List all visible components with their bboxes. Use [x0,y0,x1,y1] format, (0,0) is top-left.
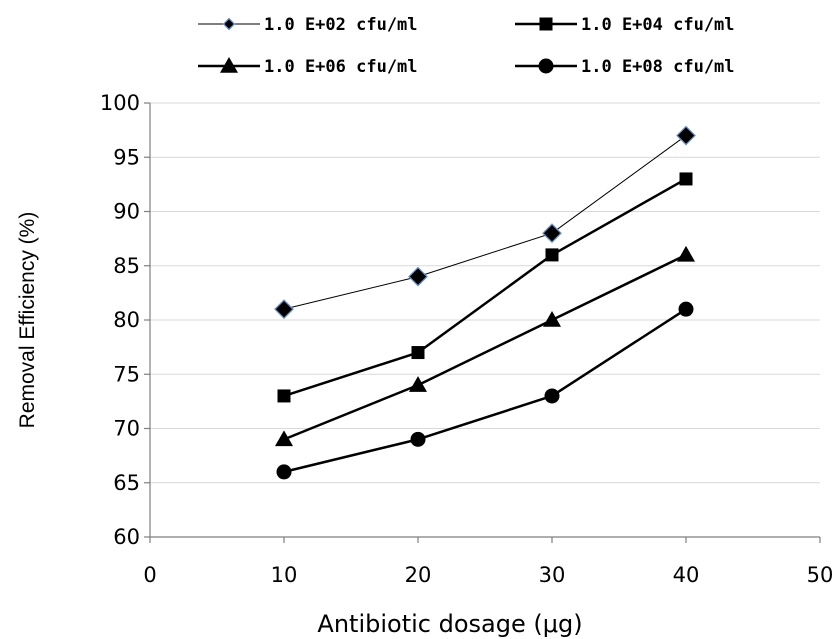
data-point-circle [678,301,694,317]
series-line [283,177,687,398]
data-point-triangle [543,311,561,327]
data-point-triangle [409,376,427,392]
series-line [283,135,687,310]
gridlines [150,102,820,484]
x-axis-title: Antibiotic dosage (μg) [317,610,582,638]
series-group [274,125,696,480]
legend-marker-diamond [222,17,236,31]
series-3 [275,245,695,447]
y-tick-label: 100 [100,91,140,115]
legend-item-4: 1.0 E+08 cfu/ml [515,57,735,77]
y-tick-label: 95 [113,145,140,169]
series-4 [276,301,694,480]
data-point-triangle [275,430,293,447]
legend: 1.0 E+02 cfu/ml 1.0 E+04 cfu/ml 1.0 E+06 c… [198,15,735,77]
y-tick-label: 70 [113,417,140,441]
data-point-square [545,248,559,262]
legend-item-3: 1.0 E+06 cfu/ml [198,57,418,77]
data-point-diamond [408,266,428,287]
series-line [283,308,687,474]
legend-label: 1.0 E+06 cfu/ml [264,57,418,77]
data-point-triangle [677,245,695,262]
data-point-diamond [274,299,294,320]
data-point-square [277,389,291,403]
legend-label: 1.0 E+08 cfu/ml [581,57,735,77]
legend-item-2: 1.0 E+04 cfu/ml [515,15,735,35]
y-tick-label: 65 [113,471,140,495]
y-tick-label: 75 [113,362,140,386]
legend-item-1: 1.0 E+02 cfu/ml [198,15,418,35]
x-tick-label: 40 [673,563,700,587]
legend-label: 1.0 E+04 cfu/ml [581,15,735,35]
y-axis-title: Removal Efficiency (%) [16,212,39,429]
data-point-diamond [676,125,696,146]
series-1 [274,125,696,320]
x-tick-label: 30 [539,563,566,587]
y-tick-label: 90 [113,200,140,224]
x-tick-label: 0 [143,563,156,587]
y-tick-label: 60 [113,525,140,549]
data-point-circle [276,464,292,480]
x-tick-label: 20 [405,563,432,587]
series-line [283,253,687,441]
legend-marker-square [539,17,553,31]
data-point-circle [544,388,560,404]
y-tick-label: 80 [113,308,140,332]
y-tick-label: 85 [113,254,140,278]
x-tick-label: 10 [271,563,298,587]
data-point-diamond [542,223,562,244]
data-point-square [411,346,425,360]
legend-marker-circle [538,58,554,74]
axes: 60 65 70 75 80 85 90 95 100 0 10 20 30 40 50 [100,91,833,587]
x-tick-label: 50 [807,563,834,587]
series-2 [277,172,693,403]
data-point-square [679,172,693,186]
legend-label: 1.0 E+02 cfu/ml [264,15,418,35]
legend-marker-triangle [220,57,238,73]
data-point-circle [410,431,426,447]
